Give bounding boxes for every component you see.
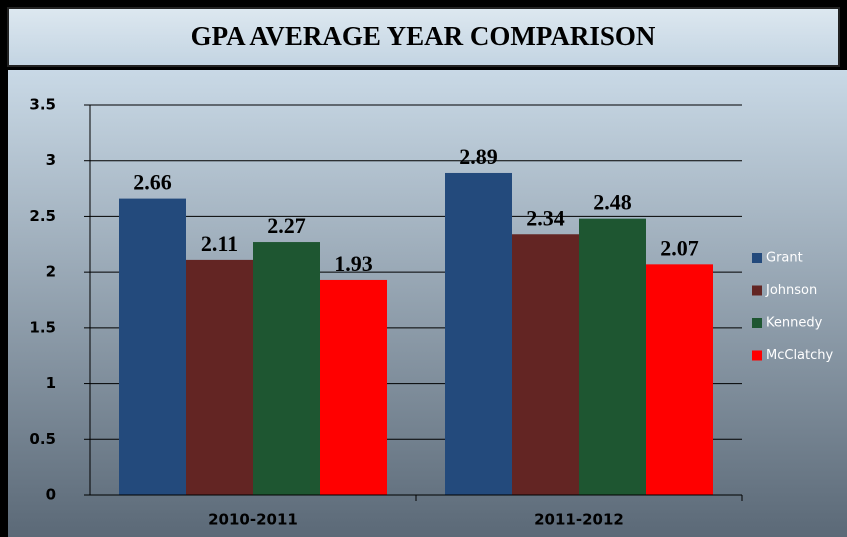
bar <box>253 242 320 495</box>
legend-label: McClatchy <box>766 348 834 363</box>
bar <box>186 259 253 495</box>
bar <box>646 264 713 495</box>
data-label: 2.66 <box>133 170 172 195</box>
data-label: 2.11 <box>201 231 238 256</box>
chart-title: GPA AVERAGE YEAR COMPARISON <box>191 21 656 51</box>
legend-label: Johnson <box>765 283 817 298</box>
legend-label: Grant <box>766 251 803 266</box>
legend-swatch <box>752 285 762 296</box>
y-tick-label: 0 <box>46 486 56 504</box>
data-label: 2.07 <box>660 235 699 260</box>
bar <box>579 218 646 495</box>
bar <box>320 279 387 495</box>
legend-label: Kennedy <box>766 316 823 331</box>
title-box <box>7 7 840 67</box>
y-tick-label: 0.5 <box>29 430 56 448</box>
y-tick-label: 3.5 <box>29 96 56 114</box>
bar <box>512 234 579 495</box>
y-tick-label: 2 <box>46 263 56 281</box>
legend-swatch <box>752 318 762 328</box>
data-label: 2.89 <box>459 144 498 169</box>
y-tick-label: 1 <box>46 374 56 392</box>
y-tick-label: 1.5 <box>29 318 56 336</box>
legend-swatch <box>752 350 762 361</box>
x-tick-label: 2010-2011 <box>208 511 298 529</box>
data-label: 1.93 <box>334 251 373 276</box>
bar <box>445 172 512 495</box>
bar <box>119 198 186 495</box>
legend-swatch <box>752 253 762 263</box>
x-tick-label: 2011-2012 <box>534 511 624 529</box>
y-tick-label: 2.5 <box>29 207 56 225</box>
data-label: 2.27 <box>267 213 306 238</box>
y-tick-label: 3 <box>46 151 56 169</box>
data-label: 2.34 <box>526 205 565 230</box>
data-label: 2.48 <box>593 190 632 215</box>
